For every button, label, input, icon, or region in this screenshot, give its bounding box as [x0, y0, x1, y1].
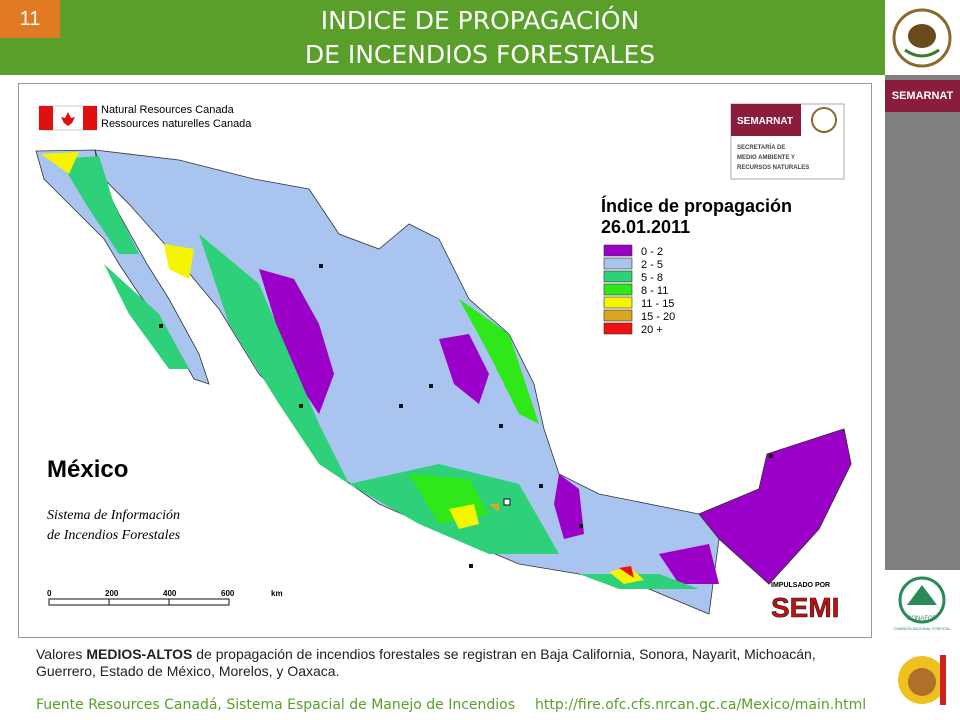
logos: CONAFOR COMISIÓN NACIONAL FORESTAL [893, 576, 951, 705]
title: DE INCENDIOS FORESTALES [304, 40, 656, 69]
scale-label: 400 [163, 589, 177, 598]
system-label: de Incendios Forestales [47, 528, 181, 543]
logos-area: CONAFOR COMISIÓN NACIONAL FORESTAL [885, 570, 960, 720]
description: Valores MEDIOS-ALTOS de propagación de i… [36, 646, 876, 680]
description-text: de propagación de incendios forestales s… [36, 646, 816, 679]
legend-date: 26.01.2011 [601, 217, 690, 237]
system-label: Sistema de Información [47, 508, 180, 523]
title-bar [0, 0, 885, 75]
slide-number: 11 [0, 0, 60, 38]
emblem-area [885, 0, 960, 75]
legend-swatch [603, 296, 633, 309]
conafor-full-text: COMISIÓN NACIONAL FORESTAL [893, 626, 950, 631]
semi-logo: SEMI [771, 592, 839, 623]
legend-swatch [603, 270, 633, 283]
semarnat-line: RECURSOS NATURALES [737, 165, 809, 171]
legend-swatch [603, 244, 633, 257]
legend-label: 0 - 2 [641, 246, 663, 258]
legend-title: Índice de propagación [601, 195, 792, 216]
canada-fr: Ressources naturelles Canada [101, 118, 252, 130]
semarnat-name: SEMARNAT [737, 116, 793, 127]
emblem [892, 8, 952, 68]
canada-en: Natural Resources Canada [101, 104, 235, 116]
legend-label: 5 - 8 [641, 272, 663, 284]
semarnat-line: SECRETARÍA DE [737, 143, 785, 151]
impulsado-label: IMPULSADO POR [771, 582, 830, 589]
legend-label: 15 - 20 [641, 311, 675, 323]
scale-label: km [271, 589, 283, 598]
semarnat-line: MEDIO AMBIENTE Y [737, 155, 795, 161]
description-text: Valores [36, 646, 87, 662]
conafor-logo-text: CONAFOR [907, 616, 938, 622]
legend-label: 11 - 15 [641, 298, 674, 310]
description-bold: MEDIOS-ALTOS [86, 646, 193, 662]
scale-label: 200 [105, 589, 119, 598]
scale-label: 600 [221, 589, 235, 598]
legend-label: 8 - 11 [641, 285, 668, 297]
legend-swatch [603, 283, 633, 296]
scale-label: 0 [47, 589, 52, 598]
legend-label: 20 + [641, 324, 663, 336]
legend-swatch [603, 322, 633, 335]
legend-label: 2 - 5 [641, 259, 663, 271]
country-label: México [47, 456, 128, 483]
footer-source: Fuente Resources Canadá, Sistema Espacia… [36, 697, 516, 713]
map-frame: Natural Resources Canada Ressources natu… [18, 83, 872, 638]
legend-swatch [603, 257, 633, 270]
legend-swatch [603, 309, 633, 322]
title: INDICE DE PROPAGACIÓN [320, 6, 640, 35]
sidebar-brand: SEMARNAT [885, 80, 960, 112]
map: Natural Resources Canada Ressources natu… [35, 103, 852, 623]
footer-url: http://fire.ofc.cfs.nrcan.gc.ca/Mexico/m… [535, 697, 867, 713]
